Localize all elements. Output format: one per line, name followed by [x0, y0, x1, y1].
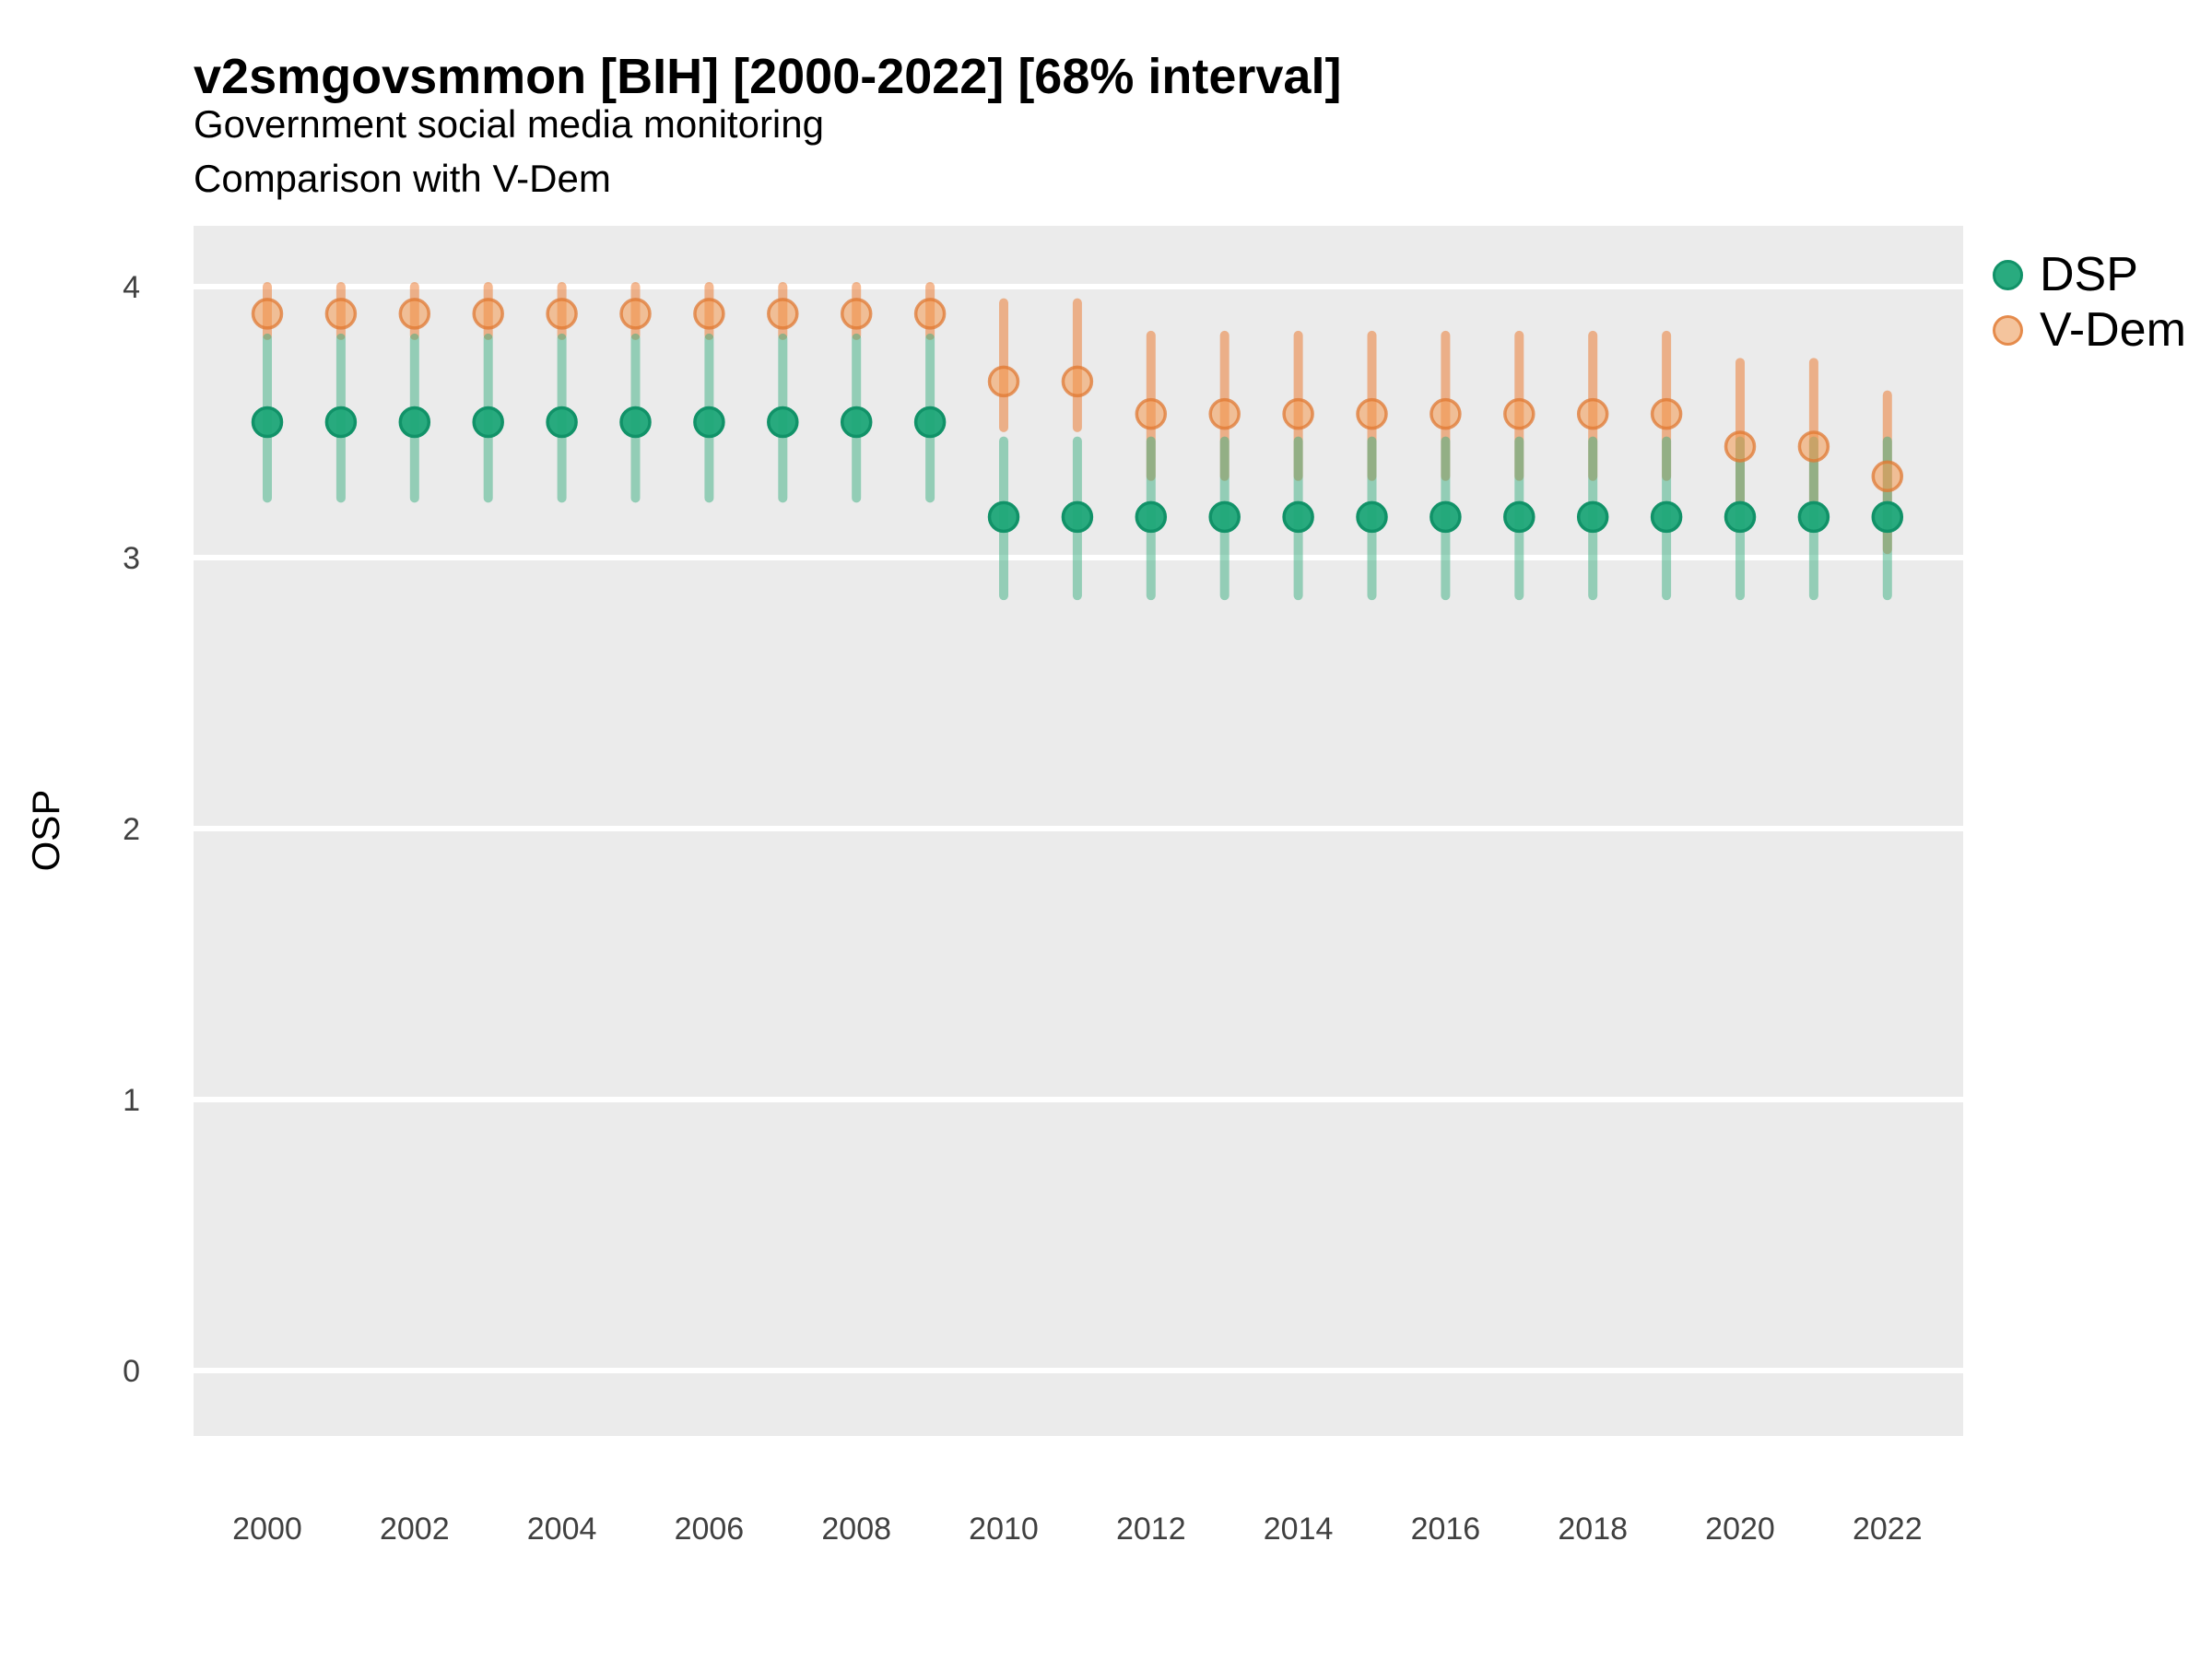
dsp-point-2004	[546, 406, 578, 439]
y-tick-label-0: 0	[123, 1354, 140, 1389]
vdem-point-2019	[1650, 397, 1683, 430]
y-tick-label-2: 2	[123, 812, 140, 847]
vdem-point-2001	[324, 298, 358, 330]
dsp-point-2022	[1871, 500, 1904, 534]
dsp-point-2018	[1576, 500, 1609, 534]
x-tick-label-2012: 2012	[1116, 1512, 1186, 1547]
dsp-point-2013	[1208, 500, 1241, 534]
x-tick-label-2022: 2022	[1853, 1512, 1923, 1547]
x-tick-label-2008: 2008	[821, 1512, 891, 1547]
dsp-point-2021	[1797, 500, 1830, 534]
vdem-point-2007	[767, 298, 799, 330]
x-tick-label-2016: 2016	[1411, 1512, 1481, 1547]
vdem-point-2013	[1208, 397, 1241, 430]
chart-subtitle-line1: Government social media monitoring	[194, 102, 824, 146]
x-tick-label-2000: 2000	[232, 1512, 302, 1547]
dsp-point-2002	[398, 406, 431, 439]
y-tick-label-1: 1	[123, 1083, 140, 1118]
y-tick-label-4: 4	[123, 270, 140, 305]
dsp-point-2007	[767, 406, 799, 439]
dsp-point-2000	[251, 406, 284, 439]
vdem-point-2015	[1356, 397, 1388, 430]
dsp-point-2009	[913, 406, 947, 439]
vdem-point-2022	[1871, 460, 1904, 493]
dsp-point-2014	[1282, 500, 1314, 534]
dsp-point-icon	[1993, 259, 2023, 290]
vdem-point-2012	[1135, 397, 1168, 430]
chart-title: v2smgovsmmon [BIH] [2000-2022] [68% inte…	[194, 49, 1342, 104]
chart-subtitle-line2: Comparison with V-Dem	[194, 157, 611, 200]
x-tick-label-2020: 2020	[1705, 1512, 1775, 1547]
vdem-point-2004	[546, 298, 578, 330]
vdem-point-2014	[1282, 397, 1314, 430]
dsp-point-2010	[987, 500, 1020, 534]
dsp-point-2011	[1061, 500, 1094, 534]
vdem-point-2003	[472, 298, 504, 330]
legend-label-dsp: DSP	[2040, 248, 2138, 301]
y-axis-title: OSP	[24, 789, 67, 872]
vdem-point-2010	[987, 365, 1020, 398]
legend: DSP V-Dem	[1993, 251, 2186, 354]
vdem-point-2018	[1576, 397, 1609, 430]
x-tick-label-2004: 2004	[527, 1512, 597, 1547]
dsp-point-2008	[840, 406, 873, 439]
dsp-point-2019	[1650, 500, 1683, 534]
vdem-point-2008	[840, 298, 873, 330]
vdem-point-icon	[1993, 314, 2023, 346]
legend-item-vdem: V-Dem	[1993, 306, 2186, 354]
vdem-point-2020	[1724, 430, 1757, 463]
vdem-point-2006	[693, 298, 725, 330]
y-tick-label-3: 3	[123, 541, 140, 576]
vdem-point-2005	[619, 298, 652, 330]
x-tick-label-2006: 2006	[675, 1512, 745, 1547]
vdem-point-2009	[913, 298, 947, 330]
legend-item-dsp: DSP	[1993, 251, 2186, 299]
vdem-point-2002	[398, 298, 431, 330]
dsp-point-2015	[1356, 500, 1388, 534]
x-tick-label-2014: 2014	[1264, 1512, 1334, 1547]
vdem-point-2021	[1797, 430, 1830, 463]
dsp-point-2016	[1430, 500, 1462, 534]
legend-label-vdem: V-Dem	[2040, 303, 2186, 357]
vdem-point-2017	[1503, 397, 1535, 430]
x-tick-label-2018: 2018	[1558, 1512, 1628, 1547]
vdem-point-2000	[251, 298, 284, 330]
dsp-point-2001	[324, 406, 358, 439]
x-tick-label-2002: 2002	[380, 1512, 450, 1547]
vdem-point-2016	[1430, 397, 1462, 430]
dsp-point-2003	[472, 406, 504, 439]
vdem-point-2011	[1061, 365, 1094, 398]
dsp-point-2006	[693, 406, 725, 439]
dsp-point-2012	[1135, 500, 1168, 534]
dsp-point-2005	[619, 406, 652, 439]
x-tick-label-2010: 2010	[969, 1512, 1039, 1547]
dsp-point-2017	[1503, 500, 1535, 534]
dsp-point-2020	[1724, 500, 1757, 534]
